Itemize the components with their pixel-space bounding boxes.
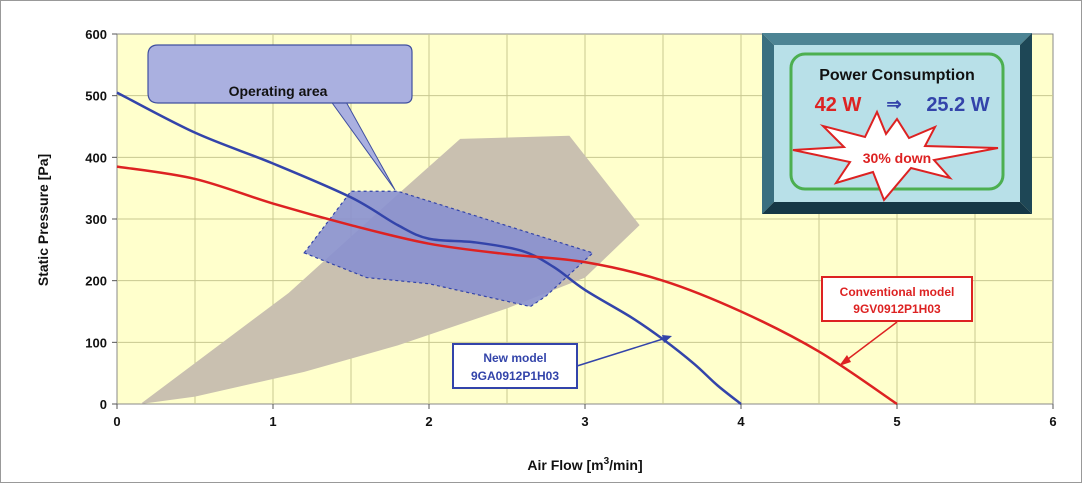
conventional-model-arrowhead [839,355,851,366]
operating-area-label: Operating area [229,83,328,99]
x-tick-label: 4 [737,414,745,429]
regions [140,135,640,404]
operating-area-box [147,44,413,104]
y-tick-label: 500 [85,89,107,104]
bevel-top [762,33,1032,45]
new-model-arrowhead [662,335,672,343]
burst-icon [792,109,999,202]
conventional-model-box [821,276,973,322]
bevel-bottom [762,202,1032,214]
x-axis-ticks: 0 1 2 3 4 5 6 [113,404,1057,429]
y-tick-label: 400 [85,150,107,165]
new-power-value: 25.2 W [926,94,989,116]
power-title: Power Consumption [819,67,975,84]
new-model-code: 9GA0912P1H03 [471,369,559,383]
series-lines [116,91,898,406]
power-consumption-panel: Power Consumption 42 W ⇒ 25.2 W 30% down [762,33,1032,214]
y-tick-label: 100 [85,335,107,350]
panel-green-frame [789,52,1005,191]
x-axis-title: Air Flow [m3/min] [527,456,642,473]
conventional-model-code: 9GV0912P1H03 [853,302,941,316]
new-model-curve [116,91,742,405]
conventional-model-curve [116,165,898,406]
y-tick-label: 0 [100,397,107,412]
bevel-right [1020,33,1032,214]
x-tick-label: 1 [269,414,276,429]
arrow-icon: ⇒ [886,94,901,114]
conventional-model-leader [843,321,898,363]
new-model-leader [576,337,667,367]
y-axis-title: Static Pressure [Pa] [35,154,51,286]
conventional-model-callout: Conventional model 9GV0912P1H03 [821,276,973,366]
old-power-value: 42 W [815,94,862,116]
conventional-model-label: Conventional model [840,285,955,299]
operating-area-callout: Operating area [147,44,413,191]
new-model-box [452,343,578,389]
y-tick-label: 200 [85,274,107,289]
new-model-callout: New model 9GA0912P1H03 [452,335,672,389]
x-tick-label: 3 [581,414,588,429]
x-tick-label: 5 [893,414,900,429]
y-axis-ticks: 0 100 200 300 400 500 600 [85,27,117,412]
new-model-label: New model [483,351,546,365]
y-tick-label: 600 [85,27,107,42]
reduction-label: 30% down [863,150,931,166]
operating-area-region [303,190,594,308]
bevel-left [762,33,774,214]
y-tick-label: 300 [85,212,107,227]
x-tick-label: 2 [425,414,432,429]
x-tick-label: 0 [113,414,120,429]
x-tick-label: 6 [1049,414,1056,429]
